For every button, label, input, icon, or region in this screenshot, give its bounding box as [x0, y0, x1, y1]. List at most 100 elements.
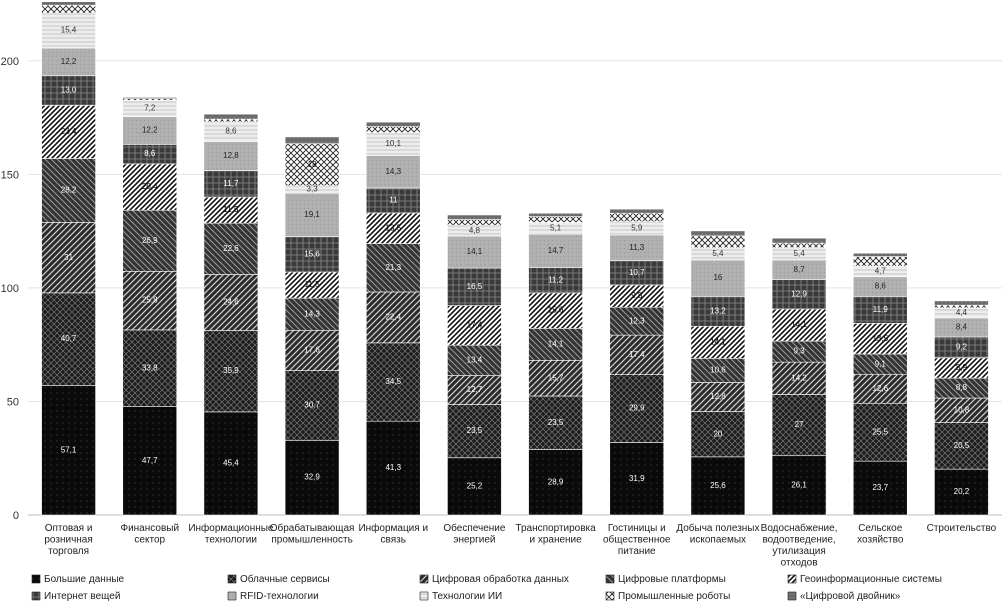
- bar-segment: [771, 455, 827, 516]
- bar-segment: [528, 216, 583, 223]
- bar-segment: [447, 375, 502, 405]
- data-label: 22,4: [385, 313, 401, 322]
- legend: Большие данные Облачные сервисы Цифровая о…: [31, 573, 942, 602]
- bar-segment: [284, 271, 340, 299]
- bar-segment: [122, 97, 178, 100]
- data-label: 30,7: [304, 401, 320, 410]
- bar-segment: [528, 292, 583, 329]
- data-label: 14,1: [791, 320, 807, 329]
- y-tick-label: 0: [13, 510, 19, 522]
- bar-segment: [365, 342, 421, 422]
- bar-segment: [852, 402, 908, 462]
- data-labels: 57,1 40,7 31 28,2 23,4 13,0 12,2 15,4 47,7 33,8 25…: [61, 26, 970, 496]
- data-label: 28,9: [548, 477, 564, 486]
- bar-segment: [284, 297, 340, 331]
- data-label: 29,9: [629, 404, 645, 413]
- x-category-label: Обеспечение энергией: [443, 522, 505, 546]
- bar-segment: [284, 439, 340, 516]
- gridlines: [28, 60, 1002, 516]
- bars: [41, 1, 989, 516]
- bar-segment: [447, 457, 502, 516]
- bar-segment: [609, 260, 665, 286]
- bar-segment: [122, 329, 178, 407]
- bar-segment: [528, 233, 583, 268]
- bar-segment: [528, 328, 583, 361]
- bar-stack: [528, 212, 583, 516]
- data-label: 13,5: [872, 334, 888, 343]
- bar-segment: [934, 468, 989, 516]
- data-label: 17,6: [304, 346, 320, 355]
- bar-segment: [934, 397, 989, 423]
- data-label: 13,5: [385, 223, 401, 232]
- bar-segment: [122, 116, 178, 145]
- data-label: 33,8: [142, 363, 158, 372]
- bar-segment: [934, 300, 989, 306]
- bar-segment: [284, 370, 340, 441]
- data-label: 4,7: [875, 267, 887, 276]
- data-label: 27: [795, 420, 804, 429]
- bar-stack: [447, 214, 502, 516]
- legend-label: Интернет вещей: [44, 591, 120, 602]
- bar-segment: [690, 357, 746, 383]
- bar-segment: [284, 136, 340, 144]
- data-label: 45,4: [223, 459, 239, 468]
- legend-item: Цифровая обработка данных: [419, 573, 569, 585]
- bar-stack: [934, 300, 989, 516]
- bar-stack: [122, 97, 178, 516]
- bar-segment: [365, 420, 421, 516]
- bar-segment: [609, 374, 665, 443]
- x-category-label: Сельское хозяйство: [857, 523, 904, 546]
- data-label: 25,5: [872, 427, 888, 436]
- bar-segment: [852, 252, 908, 257]
- bar-segment: [852, 256, 908, 267]
- bar-segment: [771, 242, 827, 248]
- bar-segment: [447, 267, 502, 306]
- y-tick-label: 100: [1, 283, 19, 295]
- bar-segment: [365, 121, 421, 127]
- data-label: 35,9: [223, 366, 239, 375]
- data-label: 15,4: [61, 26, 77, 35]
- data-label: 24,6: [223, 298, 239, 307]
- bar-stack: [203, 113, 259, 516]
- legend-item: Технологии ИИ: [419, 591, 502, 602]
- legend-label: Цифровые платформы: [618, 573, 726, 585]
- data-label: 18: [308, 160, 317, 169]
- data-label: 8,6: [225, 127, 237, 136]
- x-category-label: Добыча полезных ископаемых: [676, 522, 759, 546]
- data-label: 13,4: [467, 355, 483, 364]
- data-label: 12,2: [142, 126, 158, 135]
- data-label: 11,5: [223, 205, 239, 214]
- data-label: 5,9: [631, 223, 643, 232]
- bar-segment: [690, 382, 746, 412]
- legend-item: «Цифровой двойник»: [787, 590, 901, 602]
- bar-segment: [690, 411, 746, 458]
- data-label: 11,9: [873, 305, 889, 314]
- legend-label: Промышленные роботы: [618, 590, 730, 602]
- bar-segment: [447, 305, 502, 346]
- data-label: 5,1: [550, 223, 562, 232]
- data-label: 10,7: [629, 268, 645, 277]
- legend-label: Облачные сервисы: [240, 573, 330, 585]
- x-category-label: Информация и связь: [358, 522, 428, 546]
- bar-segment: [690, 230, 746, 237]
- data-label: 15,6: [548, 306, 564, 315]
- bar-stack: [284, 136, 340, 516]
- bar-segment: [852, 295, 908, 324]
- data-label: 12,6: [872, 384, 888, 393]
- data-label: 22,6: [223, 244, 239, 253]
- bar-segment: [609, 234, 665, 261]
- data-label: 5,4: [794, 249, 806, 258]
- bar-segment: [203, 330, 259, 413]
- legend-label: Цифровая обработка данных: [432, 573, 569, 585]
- data-label: 12,8: [223, 151, 239, 160]
- bar-segment: [528, 360, 583, 397]
- bar-segment: [528, 267, 583, 294]
- data-label: 10,8: [954, 405, 970, 414]
- data-label: 3,3: [307, 185, 319, 194]
- bar-segment: [284, 236, 340, 273]
- bar-segment: [203, 274, 259, 331]
- legend-label: Технологии ИИ: [432, 591, 502, 602]
- bar-segment: [528, 212, 583, 217]
- data-label: 14,1: [548, 339, 564, 348]
- bar-stack: [852, 252, 908, 516]
